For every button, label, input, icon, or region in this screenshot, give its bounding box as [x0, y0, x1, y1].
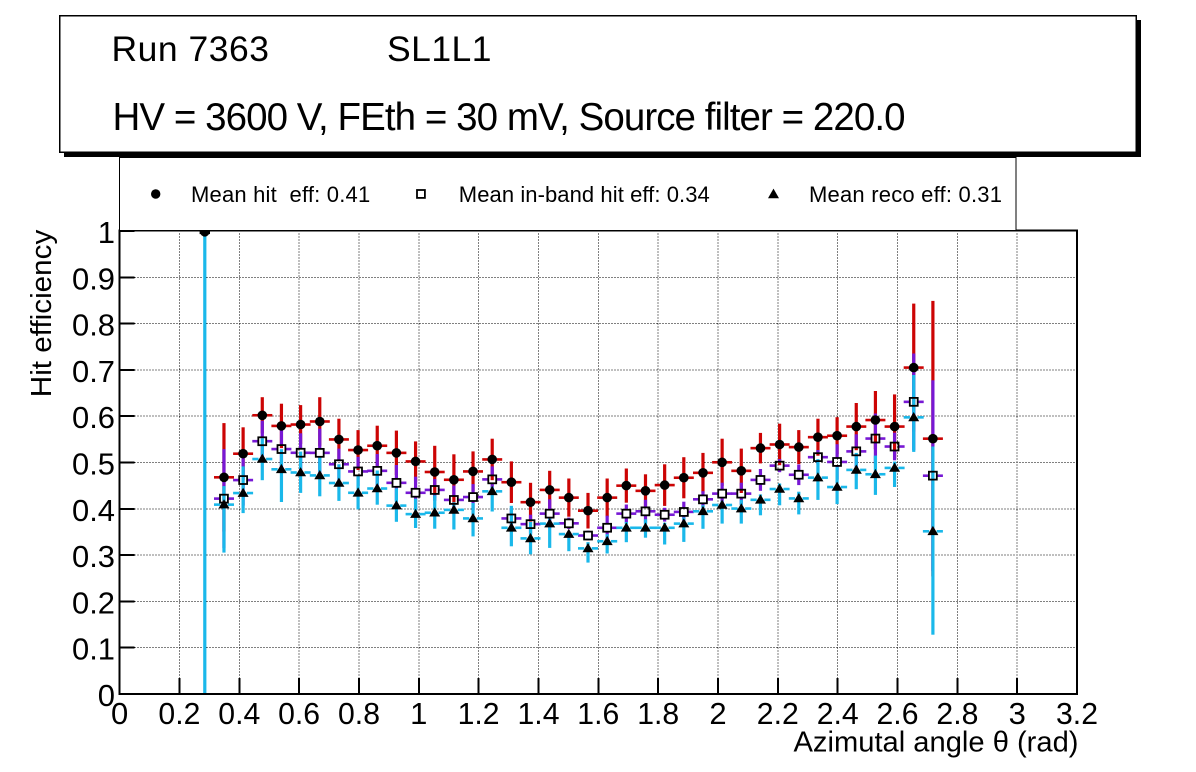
svg-text:0.4: 0.4: [218, 696, 260, 731]
svg-text:1: 1: [98, 215, 115, 250]
svg-text:1: 1: [410, 696, 427, 731]
svg-text:SL1L1: SL1L1: [387, 29, 492, 69]
svg-text:Mean in-band hit eff: 0.34: Mean in-band hit eff: 0.34: [459, 182, 710, 207]
svg-text:0.4: 0.4: [72, 493, 115, 528]
svg-text:0.6: 0.6: [72, 400, 115, 435]
svg-text:0: 0: [111, 696, 128, 731]
svg-text:2.8: 2.8: [936, 696, 978, 731]
svg-text:0.7: 0.7: [72, 354, 115, 389]
svg-text:HV = 3600 V, FEth = 30 mV, Sou: HV = 3600 V, FEth = 30 mV, Source filter…: [113, 96, 906, 139]
svg-text:0.9: 0.9: [72, 261, 115, 296]
svg-text:3: 3: [1009, 696, 1026, 731]
svg-text:0: 0: [98, 678, 115, 713]
svg-text:0.3: 0.3: [72, 539, 115, 574]
svg-text:Run 7363: Run 7363: [112, 29, 270, 69]
svg-text:2.2: 2.2: [757, 696, 799, 731]
svg-text:0.1: 0.1: [72, 632, 115, 667]
svg-text:Mean reco eff: 0.31: Mean reco eff: 0.31: [809, 182, 1002, 207]
svg-text:0.2: 0.2: [158, 696, 200, 731]
svg-text:2.4: 2.4: [817, 696, 859, 731]
svg-text:0.5: 0.5: [72, 447, 115, 482]
svg-text:1.4: 1.4: [518, 696, 560, 731]
svg-text:2.6: 2.6: [877, 696, 919, 731]
svg-text:0.8: 0.8: [72, 308, 115, 343]
svg-text:2: 2: [709, 696, 726, 731]
svg-text:1.2: 1.2: [458, 696, 500, 731]
svg-text:1.6: 1.6: [577, 696, 619, 731]
svg-text:0.6: 0.6: [278, 696, 320, 731]
svg-text:Hit efficiency: Hit efficiency: [26, 229, 58, 397]
svg-text:0.8: 0.8: [338, 696, 380, 731]
svg-text:Mean hit eff: 0.41: Mean hit eff: 0.41: [191, 182, 370, 207]
svg-text:0.2: 0.2: [72, 585, 115, 620]
svg-text:1.8: 1.8: [637, 696, 679, 731]
svg-text:Azimutal angle θ (rad): Azimutal angle θ (rad): [794, 727, 1079, 759]
svg-text:3.2: 3.2: [1056, 696, 1098, 731]
